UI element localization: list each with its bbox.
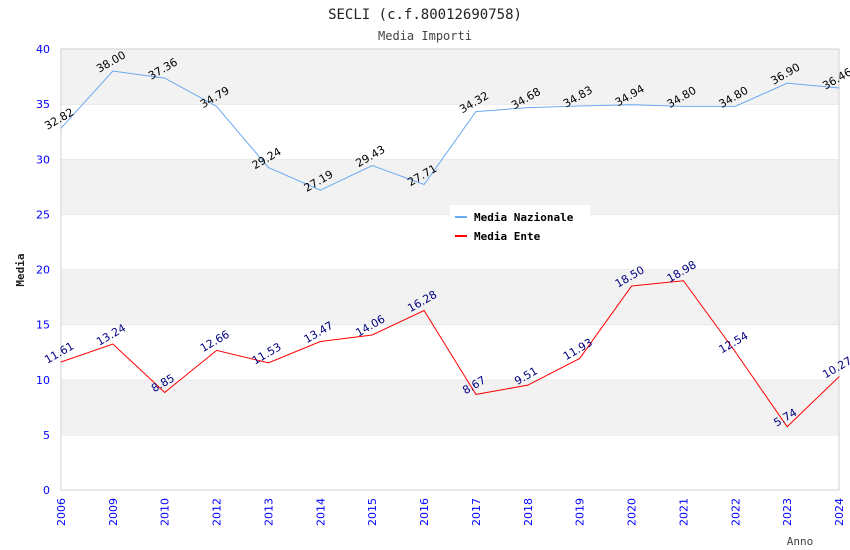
data-point bbox=[682, 105, 684, 107]
data-point bbox=[734, 105, 736, 107]
grid-band bbox=[61, 269, 839, 325]
y-tick-label: 10 bbox=[36, 374, 50, 387]
y-tick-label: 5 bbox=[43, 429, 50, 442]
data-point bbox=[786, 426, 788, 428]
data-point bbox=[164, 77, 166, 79]
x-tick-label: 2014 bbox=[314, 498, 327, 526]
x-tick-label: 2009 bbox=[107, 498, 120, 526]
data-point bbox=[631, 104, 633, 106]
data-point bbox=[527, 107, 529, 109]
data-point bbox=[527, 384, 529, 386]
legend bbox=[450, 205, 590, 247]
data-point bbox=[112, 70, 114, 72]
x-tick-label: 2021 bbox=[677, 498, 690, 526]
data-point bbox=[838, 376, 840, 378]
y-tick-label: 25 bbox=[36, 208, 50, 221]
data-point bbox=[631, 285, 633, 287]
data-point bbox=[423, 183, 425, 185]
series-line bbox=[60, 280, 840, 428]
data-point bbox=[371, 334, 373, 336]
legend-label: Media Ente bbox=[474, 230, 541, 243]
x-tick-label: 2023 bbox=[781, 498, 794, 526]
data-point bbox=[734, 351, 736, 353]
y-tick-label: 15 bbox=[36, 319, 50, 332]
data-point bbox=[786, 82, 788, 84]
data-point bbox=[267, 362, 269, 364]
x-tick-label: 2015 bbox=[366, 498, 379, 526]
data-point bbox=[579, 357, 581, 359]
x-tick-label: 2010 bbox=[159, 498, 172, 526]
x-tick-label: 2024 bbox=[833, 498, 846, 526]
y-tick-label: 30 bbox=[36, 153, 50, 166]
x-tick-label: 2017 bbox=[470, 498, 483, 526]
x-tick-label: 2022 bbox=[729, 498, 742, 526]
x-tick-label: 2020 bbox=[626, 498, 639, 526]
data-point bbox=[60, 127, 62, 129]
x-tick-label: 2012 bbox=[211, 498, 224, 526]
data-point bbox=[838, 87, 840, 89]
data-point bbox=[216, 349, 218, 351]
data-point bbox=[112, 343, 114, 345]
data-point bbox=[319, 189, 321, 191]
data-point bbox=[319, 340, 321, 342]
chart-subtitle: Media Importi bbox=[378, 29, 472, 43]
x-tick-label: 2013 bbox=[262, 498, 275, 526]
data-point bbox=[682, 280, 684, 282]
plot-border bbox=[60, 48, 840, 491]
series-line bbox=[60, 70, 840, 191]
x-axis-label: Anno bbox=[787, 535, 814, 548]
x-tick-label: 2006 bbox=[55, 498, 68, 526]
data-point bbox=[371, 165, 373, 167]
y-axis-label: Media bbox=[14, 253, 27, 286]
data-point bbox=[475, 393, 477, 395]
data-point bbox=[60, 361, 62, 363]
data-point bbox=[475, 111, 477, 113]
y-tick-label: 0 bbox=[43, 484, 50, 497]
data-point bbox=[216, 105, 218, 107]
data-point bbox=[267, 167, 269, 169]
chart-title: SECLI (c.f.80012690758) bbox=[328, 7, 522, 23]
x-tick-label: 2016 bbox=[418, 498, 431, 526]
y-tick-label: 20 bbox=[36, 264, 50, 277]
y-tick-label: 40 bbox=[36, 43, 50, 56]
x-tick-label: 2018 bbox=[522, 498, 535, 526]
data-point bbox=[423, 310, 425, 312]
grid-band bbox=[61, 379, 839, 435]
legend-label: Media Nazionale bbox=[474, 211, 574, 224]
data-point bbox=[164, 391, 166, 393]
grid-band bbox=[61, 49, 839, 105]
grid-band bbox=[61, 104, 839, 160]
grid-band bbox=[61, 434, 839, 490]
y-tick-label: 35 bbox=[36, 98, 50, 111]
x-tick-label: 2019 bbox=[574, 498, 587, 526]
data-point bbox=[579, 105, 581, 107]
